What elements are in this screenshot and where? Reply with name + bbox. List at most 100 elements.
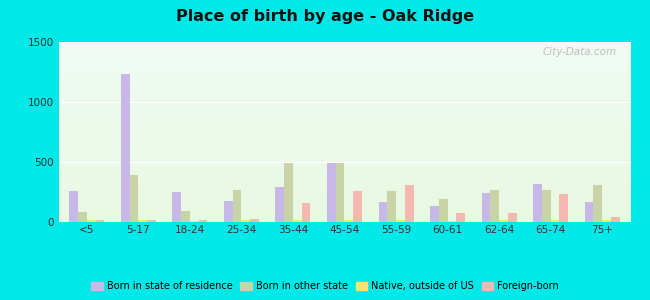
Text: Place of birth by age - Oak Ridge: Place of birth by age - Oak Ridge	[176, 9, 474, 24]
Bar	[58, 56, 630, 57]
Bar	[58, 49, 630, 50]
Bar	[58, 191, 630, 192]
Bar	[58, 126, 630, 127]
Bar	[327, 163, 336, 222]
Bar	[190, 221, 199, 222]
Bar	[58, 108, 630, 109]
Bar	[58, 60, 630, 61]
Bar	[58, 212, 630, 213]
Bar	[58, 192, 630, 193]
Bar	[58, 103, 630, 104]
Bar	[147, 220, 156, 222]
Bar	[58, 54, 630, 55]
Bar	[448, 221, 456, 222]
Bar	[58, 219, 630, 220]
Bar	[58, 168, 630, 169]
Bar	[58, 159, 630, 160]
Bar	[58, 119, 630, 120]
Bar	[58, 208, 630, 209]
Bar	[224, 201, 233, 222]
Bar	[199, 220, 207, 222]
Bar	[58, 65, 630, 66]
Bar	[58, 45, 630, 46]
Bar	[58, 90, 630, 91]
Bar	[58, 42, 630, 43]
Bar	[58, 104, 630, 105]
Bar	[58, 141, 630, 142]
Bar	[58, 47, 630, 48]
Bar	[58, 136, 630, 137]
Bar	[58, 99, 630, 100]
Bar	[58, 152, 630, 153]
Bar	[58, 88, 630, 89]
Bar	[58, 156, 630, 157]
Bar	[58, 122, 630, 123]
Bar	[58, 179, 630, 180]
Bar	[138, 220, 147, 222]
Bar	[58, 83, 630, 84]
Bar	[58, 44, 630, 45]
Bar	[611, 217, 619, 222]
Bar	[58, 216, 630, 217]
Bar	[58, 171, 630, 172]
Bar	[276, 187, 284, 222]
Bar	[58, 121, 630, 122]
Bar	[58, 64, 630, 65]
Bar	[58, 182, 630, 183]
Bar	[439, 199, 448, 222]
Bar	[58, 170, 630, 171]
Bar	[58, 85, 630, 86]
Bar	[58, 98, 630, 99]
Bar	[58, 160, 630, 161]
Bar	[430, 206, 439, 222]
Bar	[58, 55, 630, 56]
Bar	[58, 111, 630, 112]
Bar	[58, 187, 630, 188]
Bar	[58, 86, 630, 87]
Bar	[58, 59, 630, 60]
Bar	[58, 79, 630, 80]
Bar	[58, 200, 630, 201]
Bar	[58, 67, 630, 68]
Bar	[58, 155, 630, 156]
Bar	[353, 191, 362, 222]
Bar	[58, 51, 630, 52]
Bar	[58, 221, 630, 222]
Bar	[58, 71, 630, 72]
Bar	[58, 203, 630, 204]
Bar	[58, 107, 630, 108]
Bar	[560, 194, 568, 222]
Bar	[58, 185, 630, 186]
Bar	[58, 163, 630, 164]
Bar	[482, 193, 490, 222]
Bar	[58, 80, 630, 81]
Bar	[58, 113, 630, 114]
Bar	[58, 210, 630, 211]
Bar	[58, 137, 630, 138]
Bar	[58, 77, 630, 78]
Bar	[499, 220, 508, 222]
Bar	[58, 201, 630, 202]
Bar	[58, 140, 630, 141]
Bar	[58, 62, 630, 63]
Bar	[58, 75, 630, 76]
Bar	[284, 163, 293, 222]
Bar	[396, 220, 405, 222]
Bar	[58, 125, 630, 126]
Bar	[58, 82, 630, 83]
Bar	[593, 185, 602, 222]
Bar	[172, 192, 181, 222]
Bar	[58, 175, 630, 176]
Bar	[378, 202, 387, 222]
Bar	[58, 189, 630, 190]
Bar	[533, 184, 542, 222]
Bar	[58, 138, 630, 139]
Bar	[58, 115, 630, 116]
Bar	[58, 174, 630, 175]
Bar	[58, 128, 630, 129]
Bar	[58, 165, 630, 166]
Bar	[58, 150, 630, 151]
Bar	[58, 153, 630, 154]
Bar	[58, 97, 630, 98]
Bar	[58, 93, 630, 94]
